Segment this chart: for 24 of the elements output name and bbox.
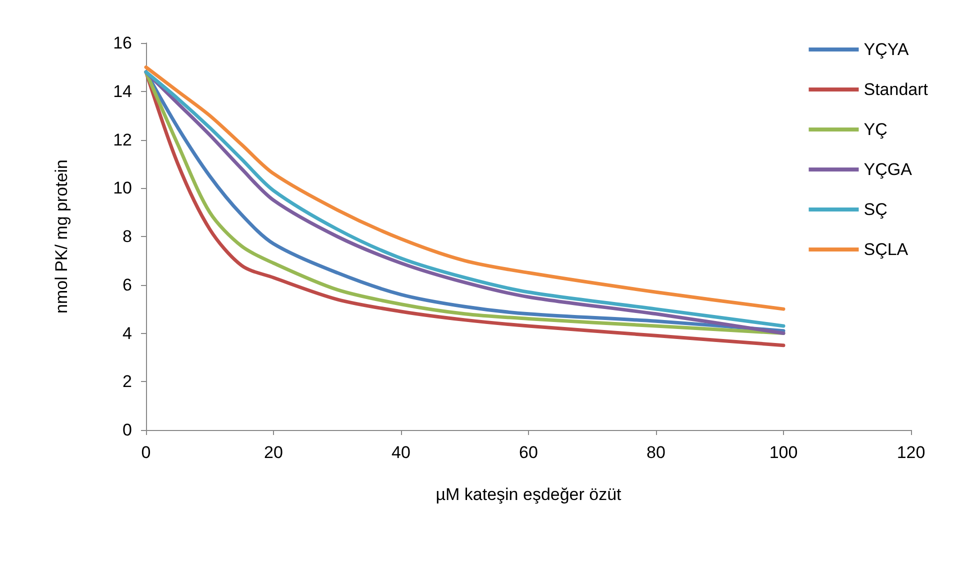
x-tick-label: 120 bbox=[896, 443, 926, 462]
legend-label: SÇLA bbox=[864, 240, 909, 259]
y-tick-label: 8 bbox=[122, 227, 132, 246]
y-tick-label: 12 bbox=[113, 130, 132, 150]
x-tick-label: 0 bbox=[141, 443, 151, 462]
y-tick-label: 4 bbox=[122, 324, 132, 343]
legend-label: YÇ bbox=[864, 120, 888, 139]
y-tick-label: 10 bbox=[113, 178, 132, 198]
y-tick-label: 14 bbox=[113, 82, 132, 101]
y-tick-label: 0 bbox=[122, 420, 132, 440]
y-axis-title: nmol PK/ mg protein bbox=[52, 159, 71, 314]
y-tick-label: 6 bbox=[122, 275, 132, 294]
legend-label: Standart bbox=[864, 80, 928, 99]
x-tick-label: 20 bbox=[264, 443, 283, 462]
x-axis-title: µM kateşin eşdeğer özüt bbox=[436, 485, 622, 504]
legend-label: YÇYA bbox=[864, 40, 910, 59]
y-tick-label: 16 bbox=[113, 34, 132, 52]
x-tick-label: 80 bbox=[646, 443, 666, 462]
x-tick-label: 100 bbox=[769, 443, 798, 462]
x-tick-label: 60 bbox=[519, 443, 538, 462]
legend-label: SÇ bbox=[864, 200, 888, 219]
legend-label: YÇGA bbox=[864, 160, 913, 179]
x-tick-label: 40 bbox=[392, 443, 410, 462]
y-tick-label: 2 bbox=[122, 372, 132, 392]
